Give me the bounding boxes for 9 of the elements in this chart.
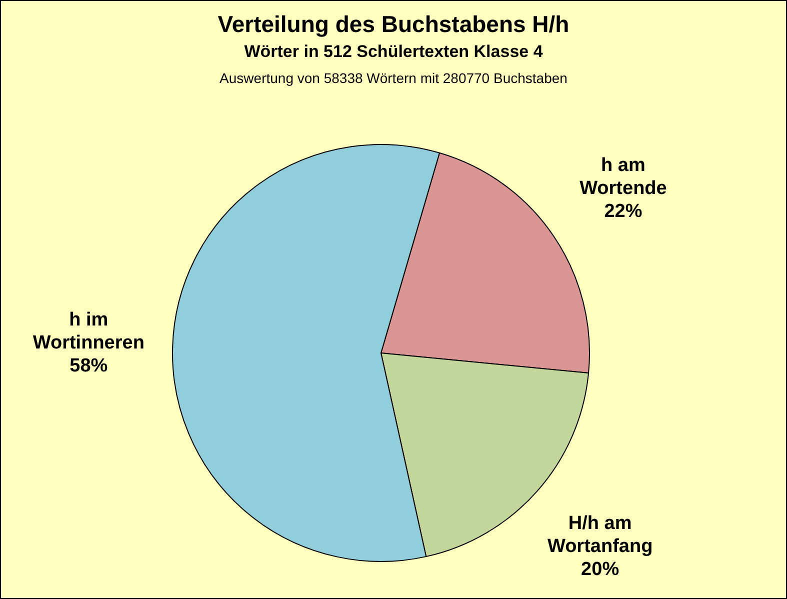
data-label: 20% (581, 559, 620, 580)
slice-label: h am Wortende (580, 155, 667, 200)
data-label: 58% (70, 356, 108, 377)
text: Auswertung von 58338 Wörtern mit 280770 Buchstaben (218, 70, 568, 86)
slice-label: h im Wortinneren (32, 310, 144, 354)
chart-subtitle: Wörter in 512 Schülertexten Klasse 4 (243, 42, 544, 62)
chart-title: Verteilung des Buchstabens H/h (216, 11, 570, 38)
data-label: 22% (604, 201, 642, 222)
slice-label: H/h am Wortanfang (547, 513, 653, 558)
